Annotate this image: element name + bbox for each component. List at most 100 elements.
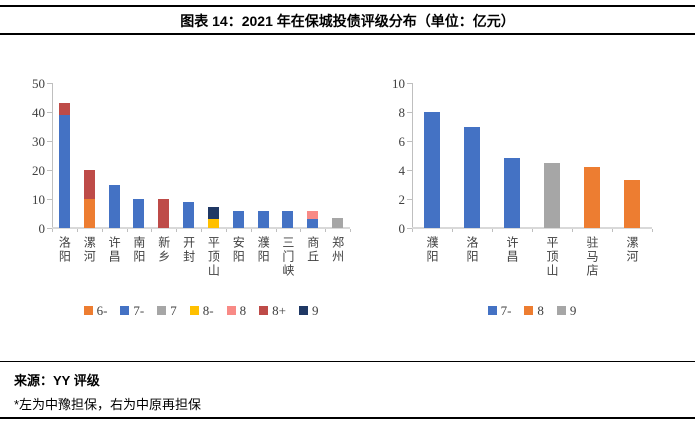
y-tick-label: 50	[32, 76, 45, 91]
bar-segment	[207, 219, 219, 228]
y-tick-label: 20	[32, 163, 45, 178]
bar-segment	[83, 199, 95, 228]
x-category-label: 南阳	[131, 236, 146, 264]
x-category-label: 平顶山	[206, 236, 221, 278]
x-axis-tick	[325, 229, 327, 232]
legend-swatch	[157, 306, 167, 315]
x-axis	[52, 227, 350, 229]
legend-swatch	[189, 306, 199, 315]
legend-item: 7	[157, 304, 177, 317]
bar-segment	[307, 210, 319, 220]
y-tick-label: 6	[398, 134, 406, 149]
x-category-label: 许昌	[107, 236, 122, 264]
legend-swatch	[524, 306, 534, 315]
x-axis-tick	[612, 229, 613, 232]
figure-title: 图表 14：2021 年在保城投债评级分布（单位：亿元）	[180, 13, 515, 29]
y-axis-tick	[407, 227, 412, 229]
source-label: 来源：YY 评级	[14, 373, 100, 388]
legend-swatch	[83, 306, 93, 315]
legend-item: 8+	[259, 304, 286, 317]
bar-segment	[424, 112, 440, 228]
bar-segment	[58, 114, 70, 228]
y-axis-tick	[47, 140, 52, 142]
legend-swatch	[487, 306, 497, 315]
legend-item: 7-	[487, 304, 511, 317]
x-axis	[412, 227, 652, 229]
legend-item: 8	[226, 303, 247, 318]
top-divider	[0, 5, 695, 7]
x-category-label: 漯河	[625, 236, 639, 264]
x-category-label: 开封	[181, 236, 196, 264]
y-tick-label: 4	[398, 163, 406, 178]
bar-segment	[232, 210, 244, 228]
y-axis-tick	[407, 82, 412, 84]
bar-segment	[58, 103, 70, 115]
y-tick-label: 0	[38, 221, 46, 236]
legend-label: 8	[537, 303, 544, 318]
bar-segment	[108, 184, 120, 228]
x-category-label: 许昌	[505, 236, 519, 264]
bar-segment	[584, 167, 600, 228]
x-category-label: 新乡	[156, 236, 171, 264]
y-axis-tick	[407, 111, 412, 113]
x-category-label: 洛阳	[465, 236, 479, 264]
legend-label: 9	[311, 303, 319, 318]
legend-swatch	[120, 306, 130, 315]
bar-segment	[158, 199, 170, 228]
x-category-label: 濮阳	[256, 236, 271, 264]
y-tick-label: 40	[32, 105, 45, 120]
x-axis-tick	[126, 229, 128, 232]
x-category-label: 商丘	[305, 236, 320, 264]
bar-segment	[504, 158, 520, 228]
x-category-label: 濮阳	[425, 236, 439, 264]
x-category-label: 郑州	[330, 236, 345, 264]
legend-label: 7	[170, 303, 177, 318]
x-category-label: 平顶山	[545, 236, 559, 278]
y-tick-label: 10	[392, 76, 405, 91]
y-axis	[52, 83, 53, 228]
x-category-label: 驻马店	[585, 236, 599, 278]
bar-segment	[183, 201, 195, 228]
bar-segment	[282, 210, 294, 228]
legend-swatch	[298, 306, 308, 315]
legend-label: 8-	[202, 303, 214, 318]
x-axis-tick	[275, 229, 277, 232]
y-axis-tick	[407, 169, 412, 171]
x-axis-tick	[176, 229, 178, 232]
bar-segment	[332, 217, 344, 228]
bar-segment	[133, 199, 145, 228]
y-axis-tick	[47, 227, 52, 229]
y-axis-tick	[407, 140, 412, 142]
legend-label: 9	[569, 303, 577, 318]
x-axis-tick	[572, 229, 573, 232]
y-axis-tick	[47, 198, 52, 200]
x-axis-tick	[101, 229, 103, 232]
x-axis-tick	[652, 229, 653, 232]
y-axis-tick	[407, 198, 412, 200]
footnote: *左为中豫担保，右为中原再担保	[14, 397, 202, 412]
x-axis-tick	[225, 229, 227, 232]
y-axis-tick	[47, 111, 52, 113]
bar-segment	[544, 162, 560, 228]
x-axis-tick	[452, 229, 453, 232]
title-divider	[0, 33, 695, 35]
x-axis-tick	[76, 229, 78, 232]
legend-swatch	[226, 306, 236, 315]
legend-label: 7-	[133, 303, 145, 318]
legend-item: 9	[556, 303, 577, 318]
footer-divider	[0, 361, 695, 362]
x-category-label: 洛阳	[57, 236, 72, 264]
legend-item: 6-	[83, 303, 108, 318]
bar-segment	[83, 170, 95, 199]
chart-legend: 6- 7- 7 8- 8 8+ 9	[52, 304, 350, 317]
x-axis-tick	[151, 229, 153, 232]
legend-item: 8	[524, 304, 544, 317]
x-axis-tick	[492, 229, 493, 232]
legend-label: 8	[239, 303, 247, 318]
legend-label: 6-	[96, 303, 108, 318]
x-axis-tick	[350, 229, 351, 232]
x-category-label: 漯河	[82, 236, 97, 264]
